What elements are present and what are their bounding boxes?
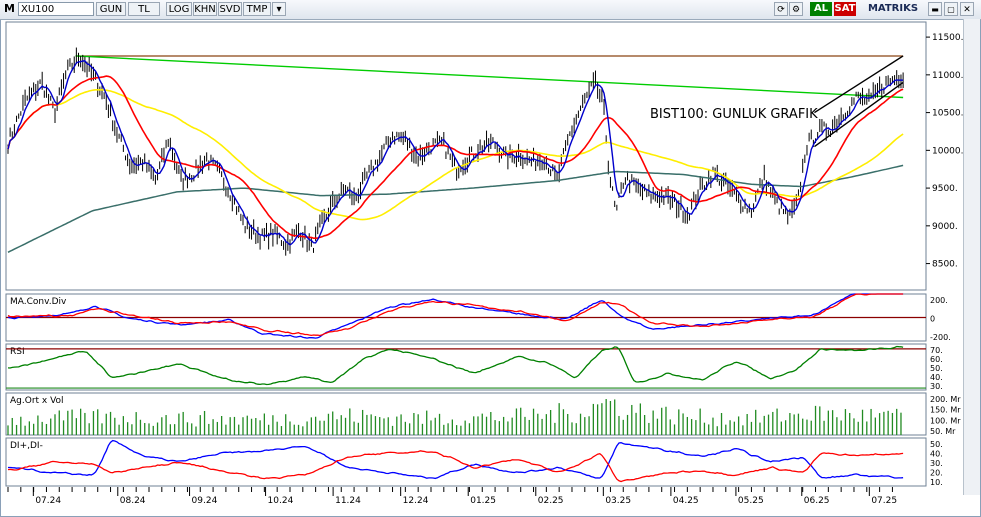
maximize-icon[interactable]: ▢ (944, 2, 958, 16)
vertical-scrollbar[interactable] (963, 19, 980, 495)
currency-button[interactable]: TL (128, 2, 160, 16)
period-button[interactable]: GUN (96, 2, 126, 16)
tmp-button[interactable]: TMP (243, 2, 271, 16)
close-icon[interactable]: ✕ (960, 2, 974, 16)
svd-button[interactable]: SVD (218, 2, 242, 16)
settings-icon[interactable]: ⚙ (789, 2, 803, 16)
dropdown-icon[interactable]: ▾ (272, 2, 286, 16)
sat-button[interactable]: SAT (834, 2, 856, 16)
al-button[interactable]: AL (810, 2, 832, 16)
brand-label: MATRIKS (867, 3, 919, 14)
log-button[interactable]: LOG (166, 2, 192, 16)
chart-toolbar: M XU100 GUN TL LOG KHN SVD TMP ▾ ⟳ ⚙ AL … (0, 0, 981, 20)
minimize-icon[interactable]: ▬ (928, 2, 942, 16)
khn-button[interactable]: KHN (193, 2, 217, 16)
refresh-icon[interactable]: ⟳ (774, 2, 788, 16)
menu-button[interactable]: M (4, 2, 15, 15)
symbol-input[interactable]: XU100 (18, 2, 94, 16)
